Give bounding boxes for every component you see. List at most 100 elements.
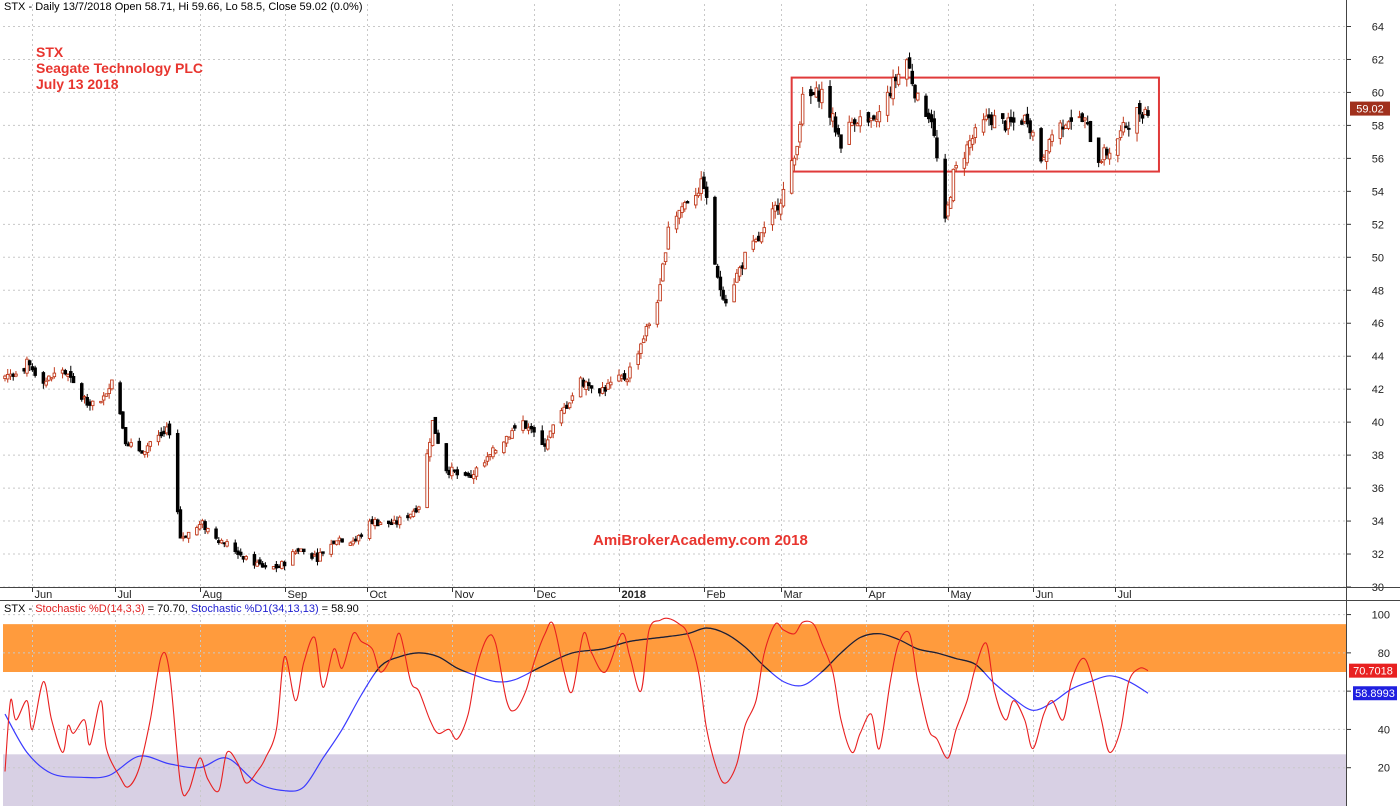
date-axis-label: Oct (370, 589, 387, 601)
candle-down (704, 186, 709, 198)
candle-up (82, 396, 87, 399)
candle-down (540, 430, 544, 446)
candle-up (606, 382, 610, 390)
candle-down (1088, 120, 1093, 143)
candle-up (625, 379, 629, 383)
candle-up (559, 410, 564, 424)
candle-down (836, 128, 841, 135)
candle-up (3, 375, 7, 380)
candle-up (329, 543, 333, 555)
candle-down (178, 509, 183, 539)
candle-up (814, 87, 819, 98)
candle-up (683, 202, 687, 210)
header-hi-label: Hi (178, 1, 189, 13)
candle-up (1107, 152, 1112, 160)
candle-up (770, 208, 775, 226)
candle-up (666, 226, 671, 250)
candle-down (263, 565, 268, 568)
candle-up (858, 116, 862, 127)
candle-down (622, 373, 627, 380)
candle-down (252, 554, 257, 566)
candle-up (47, 375, 51, 381)
candle-up (49, 377, 54, 380)
candle-up (156, 434, 161, 443)
price-axis-label: 42 (1372, 384, 1384, 396)
candle-up (299, 548, 303, 552)
candle-down (817, 90, 821, 102)
date-axis-label: Jun (1036, 589, 1054, 601)
candle-down (715, 265, 720, 278)
candle-up (392, 519, 396, 524)
candle-up (485, 456, 490, 462)
candle-down (587, 382, 591, 387)
candle-down (22, 368, 26, 372)
candle-up (66, 374, 70, 377)
candle-down (140, 450, 144, 454)
candle-down (1061, 126, 1065, 130)
header-close: 59.02 (299, 1, 328, 13)
candle-up (905, 59, 909, 80)
price-axis-label: 40 (1372, 417, 1384, 429)
candle-down (913, 84, 917, 99)
stoch-d1-value: 58.90 (331, 603, 359, 615)
candle-down (118, 382, 122, 415)
price-axis-label: 48 (1372, 285, 1384, 297)
price-candles (3, 52, 1150, 573)
candle-up (1121, 122, 1126, 133)
candle-up (195, 527, 199, 536)
candle-down (872, 115, 876, 120)
candle-up (874, 118, 879, 122)
candle-up (984, 115, 989, 120)
candle-up (1047, 139, 1052, 153)
price-axis-label: 58 (1372, 120, 1384, 132)
candle-down (924, 95, 928, 117)
candle-down (455, 469, 460, 476)
candle-down (1039, 128, 1043, 162)
candle-up (225, 541, 229, 547)
candle-down (332, 540, 336, 544)
candle-down (282, 561, 287, 567)
candle-down (260, 563, 265, 568)
candle-up (219, 539, 224, 544)
price-axis-label: 56 (1372, 153, 1384, 165)
candle-up (504, 435, 509, 444)
candle-up (962, 157, 967, 169)
candle-up (110, 379, 114, 390)
candle-down (935, 137, 939, 159)
candle-up (954, 165, 958, 169)
stoch-d-line (4, 617, 1149, 797)
candle-down (543, 443, 547, 447)
candle-up (732, 284, 736, 303)
candle-up (658, 284, 662, 302)
candle-up (1042, 156, 1046, 161)
candle-up (244, 556, 248, 560)
candle-down (258, 559, 262, 565)
candle-up (411, 510, 416, 517)
date-axis-label: Sep (288, 589, 308, 601)
price-axis-label: 44 (1372, 351, 1384, 363)
candle-up (759, 232, 764, 243)
stoch-axis-label: 100 (1372, 610, 1390, 622)
candle-down (296, 548, 301, 552)
candle-down (1080, 113, 1084, 123)
candle-down (685, 201, 690, 204)
candle-up (521, 420, 525, 431)
candle-down (370, 519, 375, 524)
date-axis-label: Jul (118, 589, 132, 601)
candle-down (315, 552, 320, 562)
candle-down (433, 416, 438, 434)
candle-down (217, 540, 221, 544)
candle-down (63, 370, 68, 375)
candle-down (214, 528, 218, 539)
price-header: STX - Daily 13/7/2018 Open 58.71, Hi 59.… (4, 1, 363, 13)
candle-down (123, 427, 128, 445)
candle-up (973, 127, 978, 138)
candle-up (1066, 121, 1071, 129)
candle-down (1028, 120, 1032, 134)
candle-down (1124, 125, 1128, 129)
candle-up (644, 326, 649, 337)
candle-up (507, 436, 512, 440)
candle-up (570, 395, 575, 401)
date-axis-label: Aug (203, 589, 223, 601)
